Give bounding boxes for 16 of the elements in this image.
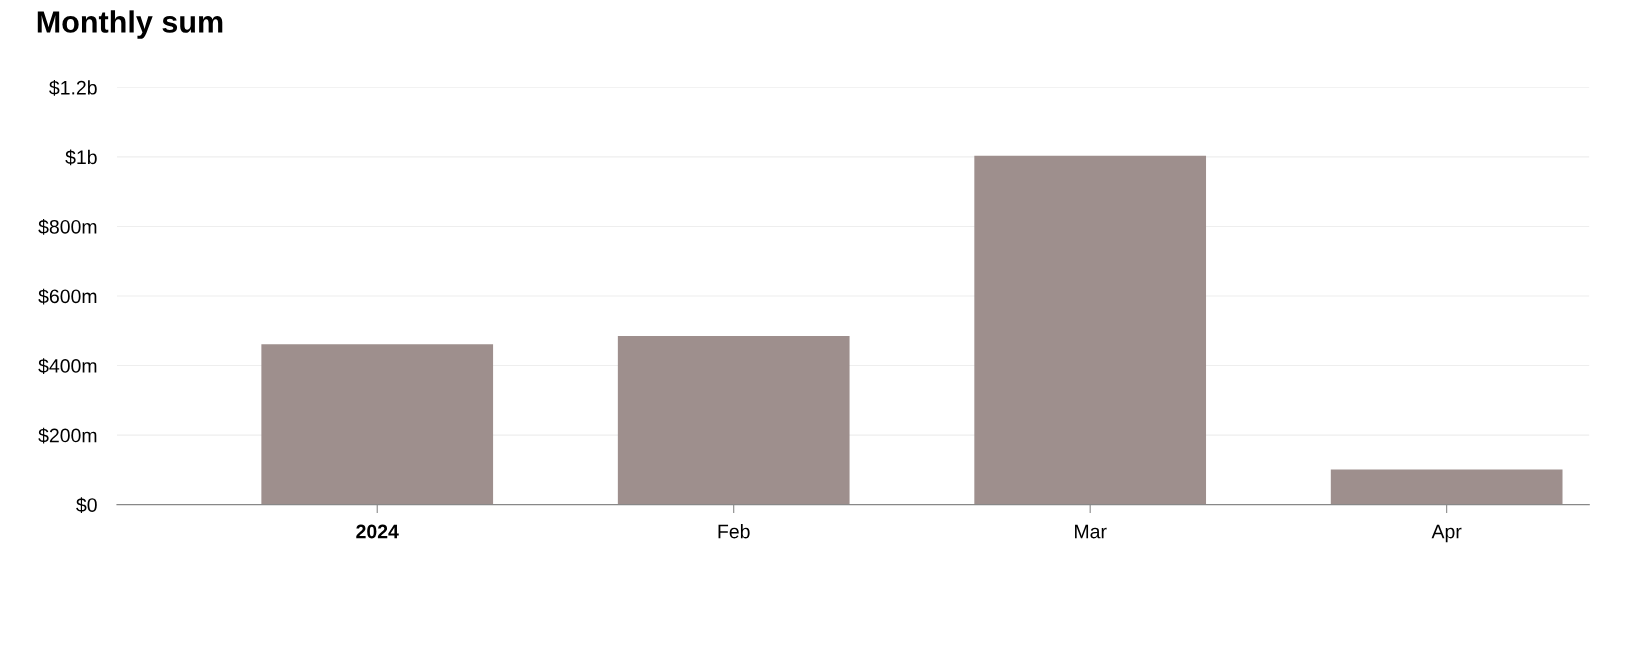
x-tick-label: Feb: [718, 524, 750, 539]
x-tick-label: 2024: [356, 524, 399, 539]
x-tick-label: Mar: [1075, 524, 1107, 539]
y-tick-label: $1.2b: [49, 80, 97, 96]
y-tick-label: $400m: [38, 358, 97, 374]
x-tick-label: Apr: [1431, 524, 1462, 543]
y-tick-label: $600m: [38, 288, 97, 305]
bar: [617, 336, 850, 505]
chart-title: Monthly sum: [37, 10, 223, 39]
bar: [1330, 469, 1563, 505]
bar: [974, 155, 1207, 505]
y-tick-label: $800m: [38, 219, 97, 235]
y-tick-label: $1b: [65, 149, 97, 166]
y-tick-label: $200m: [38, 427, 97, 444]
bar: [261, 344, 494, 505]
y-tick-label: $0: [76, 497, 97, 514]
